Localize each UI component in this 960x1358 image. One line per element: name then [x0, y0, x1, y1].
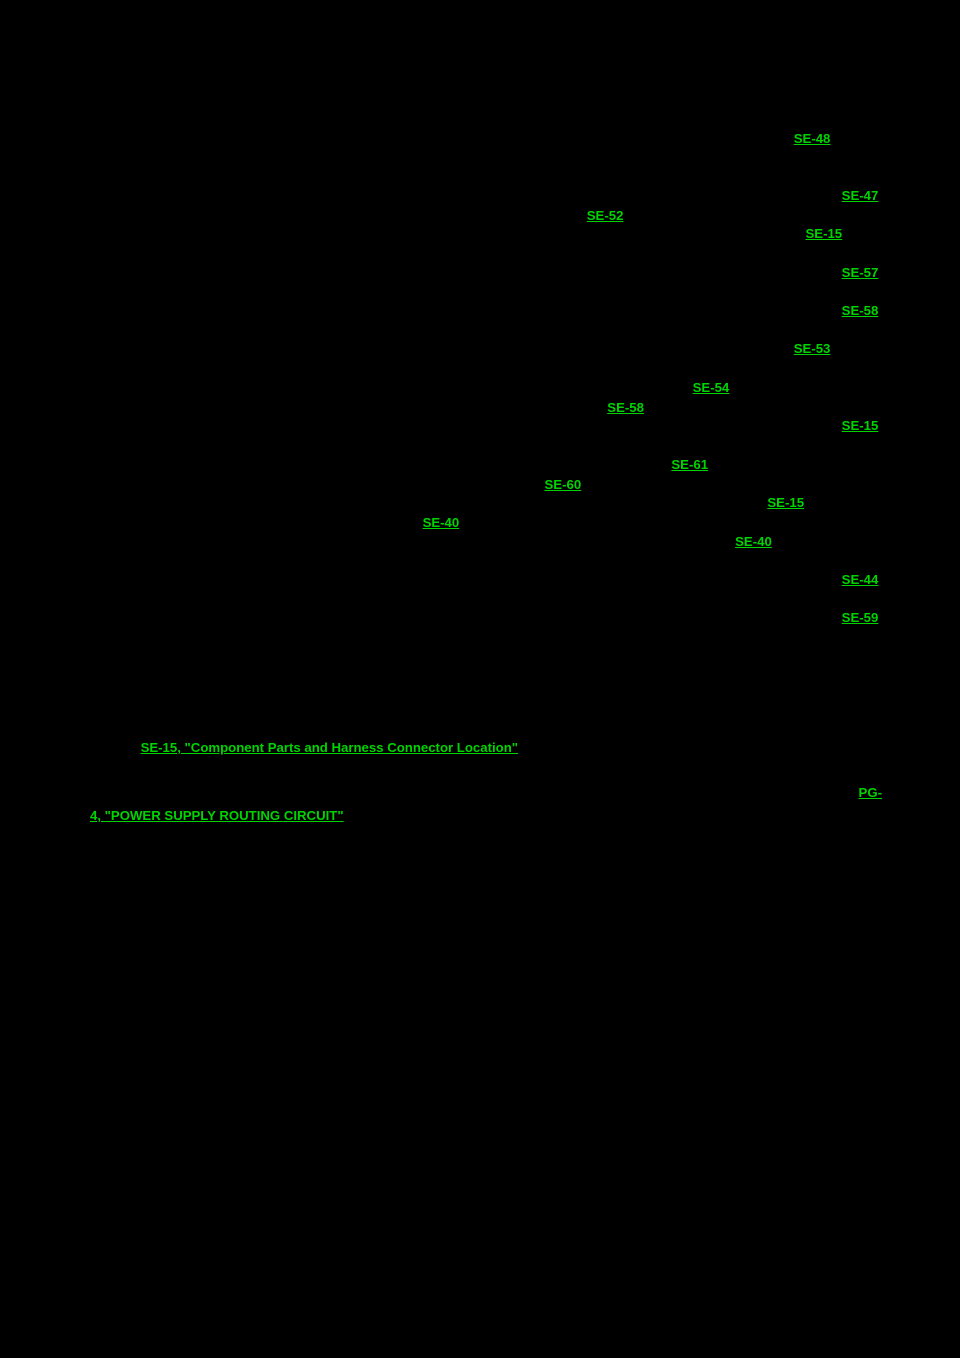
- ref-link[interactable]: SE-57: [842, 264, 879, 282]
- ref-link[interactable]: SE-52: [587, 207, 624, 225]
- ref-link[interactable]: SE-58: [607, 399, 644, 417]
- ref-link[interactable]: SE-60: [545, 476, 582, 494]
- ref-link[interactable]: SE-15: [842, 417, 879, 435]
- ref-link[interactable]: SE-48: [794, 130, 831, 148]
- procedure-body: Check if any of the following fuses for …: [78, 716, 882, 826]
- procedure-title: Driver Seat Control Unit Power Supply an…: [78, 683, 882, 706]
- ref-link[interactable]: SE-58: [842, 302, 879, 320]
- section-title: Symptom Chart: [78, 106, 882, 124]
- watermark: carmanualsonline.info: [753, 1325, 934, 1346]
- procedure-code: EIS0 02 Y0: [837, 690, 882, 700]
- ref-link[interactable]: SE-15, "Component Parts and Harness Conn…: [141, 740, 518, 755]
- side-label: E: [898, 78, 932, 112]
- ref-link[interactable]: SE-53: [794, 340, 831, 358]
- fuse-table: UnitPower sourceFuse No.Driver seat cont…: [90, 834, 880, 960]
- ref-link[interactable]: SE-40: [423, 514, 460, 532]
- ref-link[interactable]: SE-59: [842, 609, 879, 627]
- ref-link[interactable]: SE-54: [693, 379, 730, 397]
- ref-link[interactable]: SE-44: [842, 571, 879, 589]
- ref-link[interactable]: 4, "POWER SUPPLY ROUTING CIRCUIT": [90, 808, 344, 823]
- ref-link[interactable]: SE-40: [735, 533, 772, 551]
- ref-link[interactable]: SE-47: [842, 187, 879, 205]
- symptom-list: ● A part of seat system does not operate…: [78, 130, 882, 648]
- section-divider: [78, 666, 882, 669]
- ref-link[interactable]: SE-15: [805, 225, 842, 243]
- ref-link[interactable]: SE-15: [767, 494, 804, 512]
- ref-link[interactable]: SE-61: [671, 456, 708, 474]
- ref-link[interactable]: PG-: [859, 784, 882, 803]
